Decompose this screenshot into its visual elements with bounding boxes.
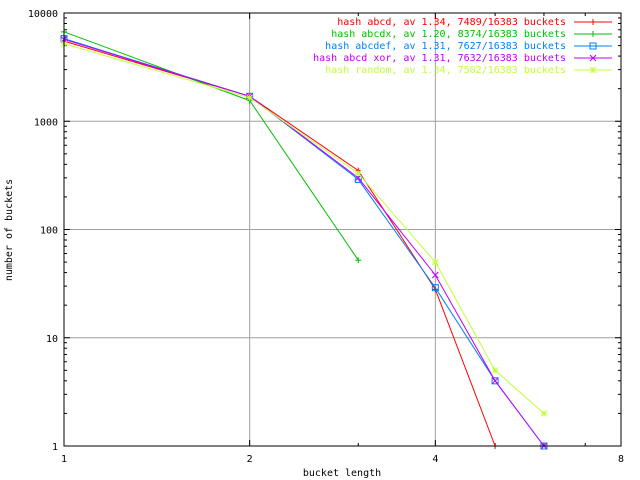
series-line xyxy=(63,38,545,447)
point-marker xyxy=(355,257,362,264)
point-marker xyxy=(431,284,439,292)
series-line xyxy=(63,43,545,414)
legend: hash abcd, av 1.34, 7489/16383 bucketsha… xyxy=(313,17,612,76)
series-4 xyxy=(60,36,548,450)
y-axis-label: number of buckets xyxy=(4,179,15,281)
legend-label: hash abcdef, av 1.31, 7627/16383 buckets xyxy=(325,41,566,52)
legend-label: hash abcd xor, av 1.31, 7632/16383 bucke… xyxy=(313,53,566,64)
y-tick-label: 1 xyxy=(52,442,58,453)
legend-label: hash abcdx, av 1.20, 8374/16383 buckets xyxy=(331,29,566,40)
series-layer xyxy=(60,28,548,450)
series-1 xyxy=(61,38,499,449)
y-tick-label: 10000 xyxy=(28,9,58,20)
y-tick-label: 10 xyxy=(46,334,58,345)
plot-frame xyxy=(63,12,622,447)
point-marker xyxy=(589,42,597,50)
point-marker xyxy=(590,19,596,25)
point-marker xyxy=(491,377,499,385)
series-5 xyxy=(60,40,548,417)
point-marker xyxy=(246,94,254,102)
x-tick-label: 1 xyxy=(61,454,67,465)
point-marker xyxy=(589,66,597,74)
grid xyxy=(64,13,621,446)
x-tick-label: 2 xyxy=(247,454,253,465)
y-tick-label: 100 xyxy=(40,226,58,237)
series-3 xyxy=(60,35,548,450)
x-tick-label: 4 xyxy=(432,454,438,465)
point-marker xyxy=(354,170,362,177)
point-marker xyxy=(540,410,548,417)
legend-label: hash random, av 1.34, 7502/16383 buckets xyxy=(325,65,566,76)
point-marker xyxy=(491,377,499,385)
legend-label: hash abcd, av 1.34, 7489/16383 buckets xyxy=(337,17,566,28)
x-tick-label: 8 xyxy=(618,454,624,465)
y-tick-label: 1000 xyxy=(34,117,58,128)
series-line xyxy=(63,40,496,447)
x-axis-label: bucket length xyxy=(303,468,381,479)
point-marker xyxy=(431,271,439,279)
point-marker xyxy=(589,54,597,62)
point-marker xyxy=(590,31,596,37)
point-marker xyxy=(354,175,362,183)
tick-labels: 1 2 4 8 1 10 100 1000 10000 xyxy=(28,9,624,465)
point-marker xyxy=(431,258,439,266)
point-marker xyxy=(491,366,499,374)
